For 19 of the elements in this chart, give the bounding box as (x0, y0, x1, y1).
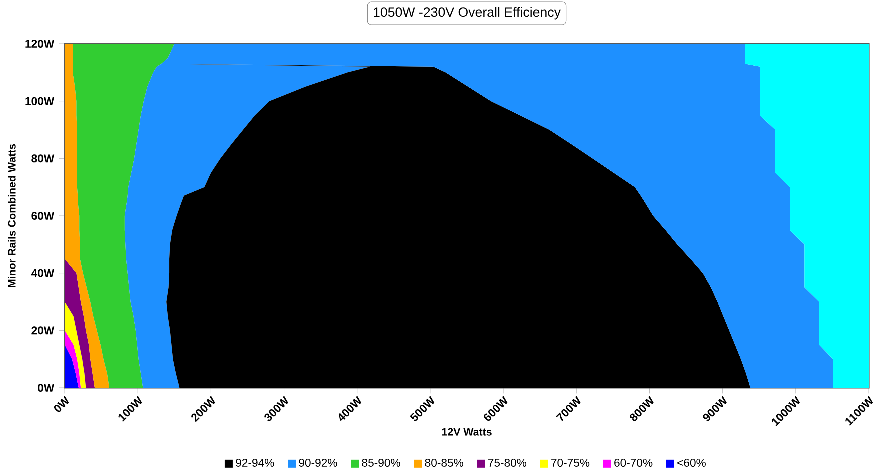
y-tick-label: 80W (32, 154, 55, 163)
x-tick-label: 0W (54, 396, 70, 412)
chart-title: 1050W -230V Overall Efficiency (374, 7, 561, 20)
y-tick-label: 100W (26, 97, 55, 106)
x-axis-title: 12V Watts (442, 428, 492, 436)
legend-label: <60% (678, 458, 706, 467)
y-tick-label: 120W (26, 40, 55, 48)
legend-label: 90-92% (299, 458, 338, 467)
legend-label: 75-80% (488, 458, 527, 467)
legend-label: 92-94% (236, 458, 274, 467)
y-tick-label: 20W (32, 326, 55, 335)
y-axis-title: Minor Rails Combined Watts (8, 144, 16, 288)
legend-label: 85-90% (362, 458, 400, 467)
legend-label: 60-70% (614, 458, 653, 467)
y-tick-label: 60W (32, 212, 55, 220)
y-tick-label: 0W (38, 384, 55, 392)
y-tick-label: 40W (31, 269, 55, 278)
legend-label: 70-75% (552, 458, 590, 467)
legend-label: 80-85% (425, 458, 464, 467)
